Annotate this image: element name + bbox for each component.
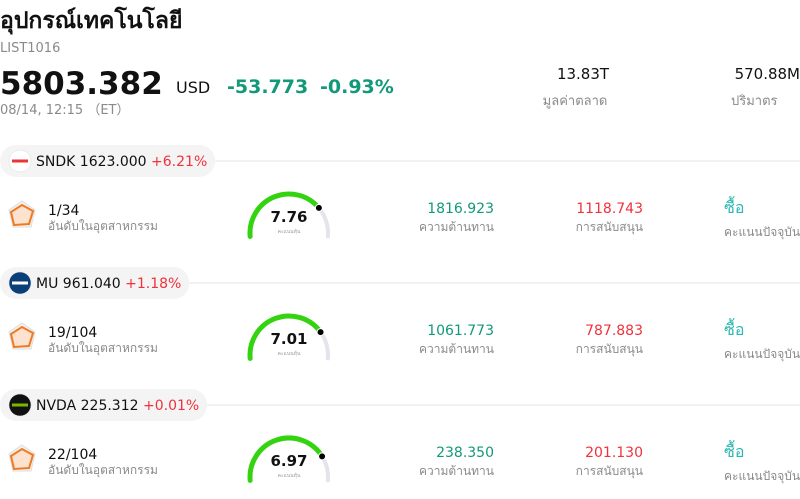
stock-change: +6.21%: [151, 154, 207, 170]
support-label: การสนับสนุน: [576, 464, 643, 479]
stock-price: 225.312: [81, 398, 139, 414]
signal-label: คะแนนปัจจุบัน: [724, 469, 800, 484]
ticker: MU: [36, 276, 58, 292]
gauge-dot: [318, 452, 327, 461]
signal-label: คะแนนปัจจุบัน: [724, 225, 800, 240]
rank: 19/104: [48, 325, 97, 341]
market-cap-label: มูลค่าตลาด: [543, 94, 608, 109]
score: 7.76: [270, 208, 307, 226]
support-label: การสนับสนุน: [576, 342, 643, 357]
ticker: NVDA: [36, 398, 77, 414]
resistance: 1816.923: [427, 201, 494, 217]
change: -53.773: [227, 76, 308, 98]
price: 5803.382: [0, 66, 163, 102]
radar-icon: [9, 203, 35, 227]
score: 7.01: [270, 330, 307, 348]
score-label: คะแนนหุ้น: [278, 350, 301, 357]
stock-logo-mark: [12, 159, 28, 163]
title: อุปกรณ์เทคโนโลยี: [0, 6, 182, 35]
stock-name: NVDA 225.312 +0.01%: [36, 398, 199, 414]
gauge-fill: [247, 191, 322, 239]
gauge-fill: [247, 313, 324, 361]
rank: 1/34: [48, 203, 80, 219]
stock-change: +1.18%: [125, 276, 181, 292]
stock-logo-mark: [12, 281, 28, 285]
support: 201.130: [585, 445, 643, 461]
score-label: คะแนนหุ้น: [278, 228, 301, 235]
resistance-label: ความต้านทาน: [419, 220, 494, 234]
currency: USD: [176, 78, 210, 97]
signal: ซื้อ: [724, 318, 744, 339]
stock-logo-mark: [12, 403, 28, 407]
stock-change: +0.01%: [143, 398, 199, 414]
gauge-dot: [316, 328, 325, 337]
stock-pill: [0, 267, 190, 299]
stock-card: MU 961.040 +1.18% 19/104อันดับในอุตสาหกรร…: [0, 267, 800, 362]
gauge-fill: [247, 435, 325, 483]
ticker: SNDK: [36, 154, 76, 170]
support: 1118.743: [576, 201, 643, 217]
resistance-label: ความต้านทาน: [419, 342, 494, 356]
radar-icon: [9, 325, 35, 349]
stock-name: SNDK 1623.000 +6.21%: [36, 154, 207, 170]
stock-card: SNDK 1623.000 +6.21% 1/34อันดับในอุตสาหกร…: [0, 145, 800, 240]
signal-label: คะแนนปัจจุบัน: [724, 347, 800, 362]
volume: 570.88M: [735, 65, 800, 83]
radar-icon: [9, 447, 35, 471]
rank-label: อันดับในอุตสาหกรรม: [48, 341, 158, 356]
stock-card: NVDA 225.312 +0.01% 22/104อันดับในอุตสาหก…: [0, 389, 800, 484]
signal: ซื้อ: [724, 196, 744, 217]
gauge-dot: [314, 203, 323, 212]
stock-pill: [0, 145, 216, 177]
stock-pill: [0, 389, 208, 421]
score: 6.97: [270, 452, 307, 470]
volume-label: ปริมาตร: [731, 94, 778, 109]
support: 787.883: [585, 323, 643, 339]
rank-label: อันดับในอุตสาหกรรม: [48, 463, 158, 478]
change-pct: -0.93%: [320, 76, 394, 98]
support-label: การสนับสนุน: [576, 220, 643, 235]
market-cap: 13.83T: [557, 65, 610, 83]
resistance: 1061.773: [427, 323, 494, 339]
rank-label: อันดับในอุตสาหกรรม: [48, 219, 158, 234]
resistance: 238.350: [436, 445, 494, 461]
signal: ซื้อ: [724, 440, 744, 461]
resistance-label: ความต้านทาน: [419, 464, 494, 478]
stock-price: 961.040: [63, 276, 121, 292]
stock-price: 1623.000: [80, 154, 147, 170]
stock-name: MU 961.040 +1.18%: [36, 276, 181, 292]
code: LIST1016: [0, 41, 60, 56]
score-label: คะแนนหุ้น: [278, 472, 301, 479]
time: 08/14, 12:15 （ET）: [0, 103, 129, 118]
rank: 22/104: [48, 447, 97, 463]
